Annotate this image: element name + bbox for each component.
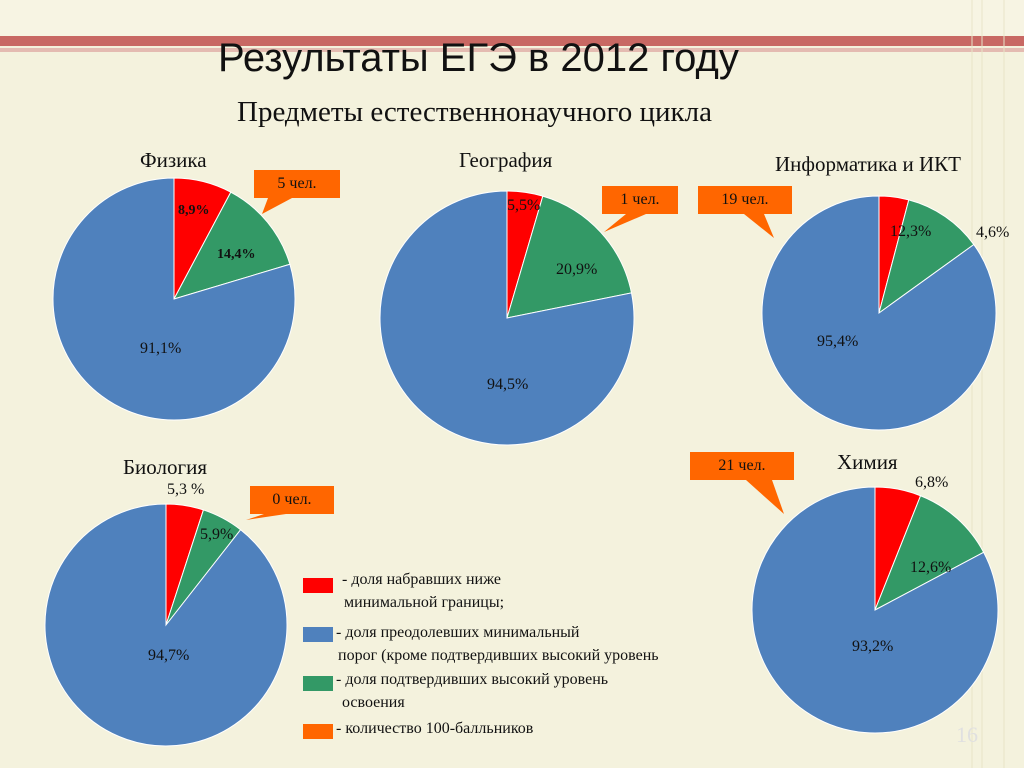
callout-100-scorers-chemistry: 21 чел.: [718, 457, 766, 474]
callout-box: [602, 186, 678, 214]
slice-label-green: 14,4%: [217, 247, 256, 262]
legend-swatch-blue: [303, 627, 333, 642]
pie-slice-high-level: [506, 195, 633, 319]
legend-swatch-red: [303, 578, 333, 593]
legend-green-line1: - доля подтвердивших высокий уровень: [336, 671, 609, 688]
pie-slice-passed: [52, 177, 296, 421]
page-title: Результаты ЕГЭ в 2012 году: [218, 36, 739, 80]
callout-100-scorers-biology: 0 чел.: [272, 491, 312, 508]
slice-label-blue: 93,2%: [852, 638, 894, 655]
legend-blue-line2: порог (кроме подтвердивших высокий урове…: [338, 647, 659, 664]
pie-slice-passed: [751, 486, 999, 734]
chart-title-geography: География: [459, 148, 553, 172]
callout-tail: [262, 198, 292, 214]
pie-slice-high-level: [874, 495, 985, 612]
callout-tail: [604, 214, 646, 232]
legend-green-line2: освоения: [342, 694, 405, 711]
slice-label-red: 5,5%: [507, 197, 541, 214]
pie-slice-high-level: [172, 191, 291, 300]
slice-label-red: 5,3 %: [167, 481, 205, 498]
slice-label-green: 5,9%: [200, 526, 234, 543]
slice-label-blue: 91,1%: [140, 340, 182, 357]
callout-tail: [246, 514, 286, 520]
callout-box: [690, 452, 794, 480]
slice-label-red: 4,6%: [976, 224, 1010, 241]
pie-slice-high-level: [878, 199, 975, 315]
callout-tail: [744, 214, 774, 238]
slice-label-blue: 94,7%: [148, 647, 190, 664]
pie-slice-passed: [379, 190, 635, 446]
slice-label-green: 12,6%: [910, 559, 952, 576]
top-band: [0, 0, 1024, 36]
callout-100-scorers-geography: 1 чел.: [620, 191, 660, 208]
chart-title-informatics: Информатика и ИКТ: [775, 152, 961, 176]
chart-title-biology: Биология: [123, 455, 208, 479]
slice-label-green: 20,9%: [556, 261, 598, 278]
callout-box: [254, 170, 340, 198]
legend-swatch-orange: [303, 724, 333, 739]
callout-box: [698, 186, 792, 214]
callout-100-scorers-physics: 5 чел.: [277, 175, 317, 192]
slice-label-blue: 94,5%: [487, 376, 529, 393]
top-stripe: [0, 36, 1024, 46]
slice-label-blue: 95,4%: [817, 333, 859, 350]
chart-title-physics: Физика: [140, 148, 207, 172]
legend-blue-line1: - доля преодолевших минимальный: [336, 624, 580, 641]
slice-label-red: 8,9%: [178, 203, 210, 218]
slice-label-red: 6,8%: [915, 474, 949, 491]
callout-tail: [746, 480, 784, 514]
callout-100-scorers-informatics: 19 чел.: [721, 191, 769, 208]
page-subtitle: Предметы естественнонаучного цикла: [237, 96, 712, 128]
top-stripe-thin: [0, 48, 1024, 52]
legend-swatch-green: [303, 676, 333, 691]
slice-label-green: 12,3%: [890, 223, 932, 240]
callout-box: [250, 486, 334, 514]
page-number: 16: [956, 722, 978, 747]
legend-red-line1: - доля набравших ниже: [342, 571, 502, 588]
pie-slice-passed: [761, 195, 997, 431]
legend-red-line2: минимальной границы;: [344, 594, 505, 611]
chart-title-chemistry: Химия: [837, 450, 898, 474]
legend-orange-line1: - количество 100-балльников: [336, 720, 534, 737]
pie-slice-passed: [44, 503, 288, 747]
